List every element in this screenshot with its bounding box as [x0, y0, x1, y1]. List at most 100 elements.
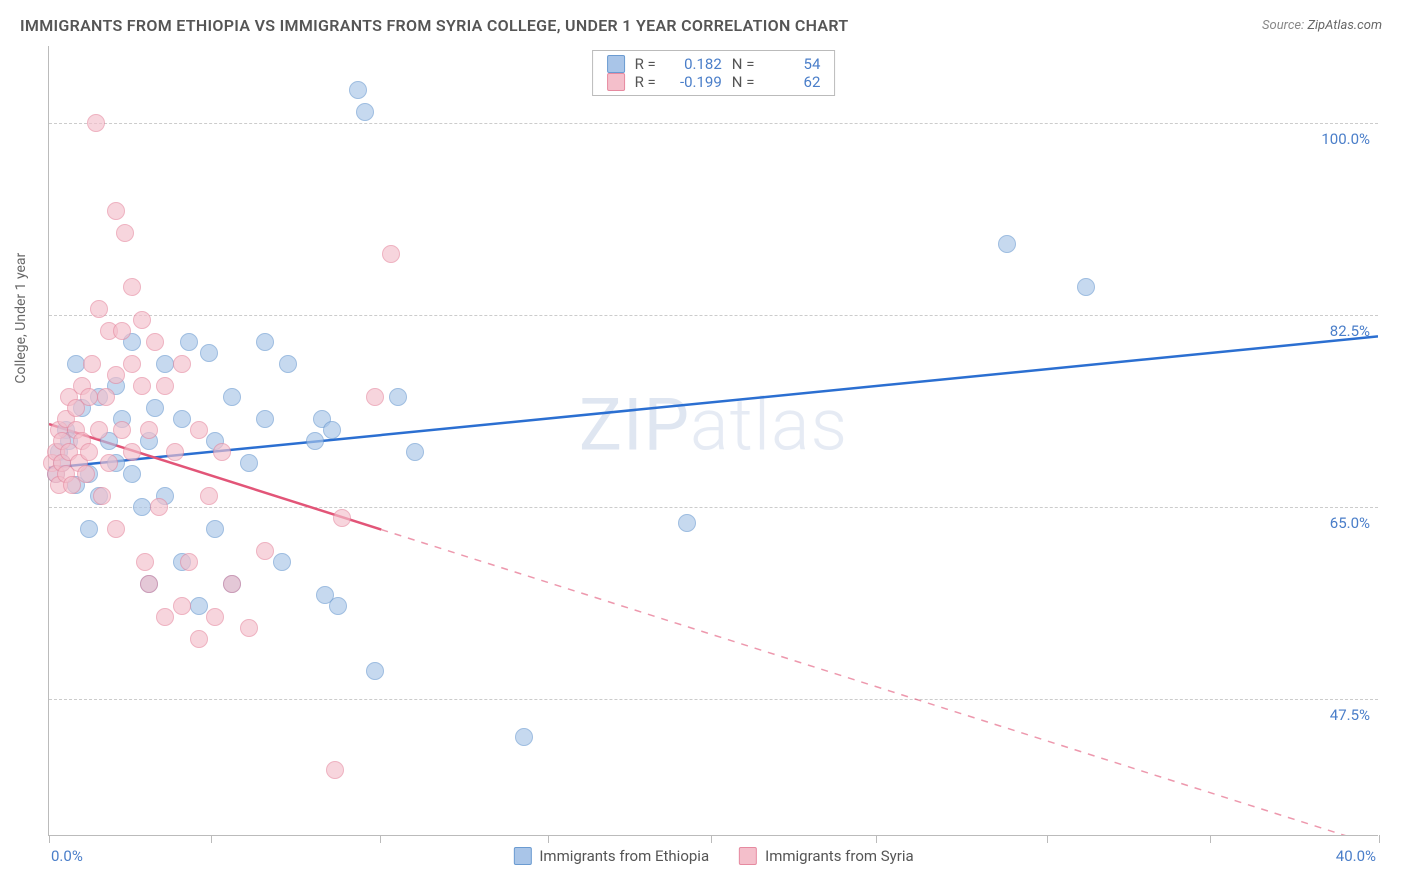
point-syria [156, 608, 174, 626]
point-syria [123, 355, 141, 373]
point-ethiopia [156, 355, 174, 373]
point-syria [133, 377, 151, 395]
y-axis-title: College, Under 1 year [13, 252, 29, 383]
gridline [49, 699, 1378, 700]
y-tick-label: 100.0% [1321, 130, 1370, 148]
point-syria [80, 443, 98, 461]
x-tick [876, 835, 877, 843]
point-syria [107, 520, 125, 538]
point-syria [156, 377, 174, 395]
point-syria [200, 487, 218, 505]
gridline [49, 507, 1378, 508]
point-ethiopia [67, 355, 85, 373]
legend-row-syria: R = -0.199 N = 62 [607, 73, 821, 91]
chart-plot-area: College, Under 1 year 47.5%65.0%82.5%100… [48, 46, 1378, 836]
source-label: Source: [1262, 18, 1304, 33]
point-syria [83, 355, 101, 373]
point-syria [80, 388, 98, 406]
point-ethiopia [366, 662, 384, 680]
point-syria [113, 322, 131, 340]
point-syria [136, 553, 154, 571]
point-syria [333, 509, 351, 527]
x-tick [1379, 835, 1380, 843]
regression-lines [49, 46, 1378, 835]
point-syria [326, 761, 344, 779]
point-ethiopia [200, 344, 218, 362]
point-ethiopia [273, 553, 291, 571]
point-syria [93, 487, 111, 505]
y-tick-label: 82.5% [1330, 322, 1370, 340]
y-tick-label: 47.5% [1330, 706, 1370, 724]
point-ethiopia [678, 514, 696, 532]
point-syria [90, 421, 108, 439]
gridline [49, 315, 1378, 316]
gridline [49, 123, 1378, 124]
watermark: ZIPatlas [579, 382, 848, 467]
point-ethiopia [80, 520, 98, 538]
swatch-syria [607, 73, 625, 91]
point-syria [90, 300, 108, 318]
point-ethiopia [323, 421, 341, 439]
point-ethiopia [190, 597, 208, 615]
point-syria [190, 630, 208, 648]
point-ethiopia [223, 388, 241, 406]
point-syria [77, 465, 95, 483]
point-syria [100, 454, 118, 472]
point-ethiopia [173, 410, 191, 428]
y-tick-label: 65.0% [1330, 514, 1370, 532]
point-syria [97, 388, 115, 406]
x-axis-label: 0.0% [51, 847, 83, 865]
swatch-ethiopia [607, 55, 625, 73]
point-syria [382, 245, 400, 263]
point-syria [173, 597, 191, 615]
point-ethiopia [1077, 278, 1095, 296]
x-axis-label: 40.0% [1336, 847, 1376, 865]
r-value-ethiopia: 0.182 [666, 55, 722, 73]
x-tick [211, 835, 212, 843]
point-syria [213, 443, 231, 461]
n-label: N = [732, 73, 755, 91]
point-syria [240, 619, 258, 637]
point-syria [150, 498, 168, 516]
point-syria [123, 443, 141, 461]
n-value-syria: 62 [764, 73, 820, 91]
point-ethiopia [515, 728, 533, 746]
point-syria [107, 202, 125, 220]
point-syria [166, 443, 184, 461]
r-label: R = [635, 73, 656, 91]
n-label: N = [732, 55, 755, 73]
legend-item-ethiopia: Immigrants from Ethiopia [513, 847, 709, 865]
point-syria [206, 608, 224, 626]
point-syria [116, 224, 134, 242]
point-ethiopia [306, 432, 324, 450]
x-tick [380, 835, 381, 843]
r-label: R = [635, 55, 656, 73]
x-tick [1210, 835, 1211, 843]
n-value-ethiopia: 54 [764, 55, 820, 73]
swatch-ethiopia [513, 847, 531, 865]
r-value-syria: -0.199 [666, 73, 722, 91]
point-syria [256, 542, 274, 560]
point-syria [146, 333, 164, 351]
point-syria [123, 278, 141, 296]
legend-label-syria: Immigrants from Syria [765, 847, 914, 865]
regression-line-dashed [381, 530, 1378, 835]
watermark-thin: atlas [690, 382, 848, 467]
point-syria [140, 421, 158, 439]
point-syria [190, 421, 208, 439]
swatch-syria [739, 847, 757, 865]
point-ethiopia [133, 498, 151, 516]
point-ethiopia [406, 443, 424, 461]
point-ethiopia [180, 333, 198, 351]
x-tick [548, 835, 549, 843]
point-syria [173, 355, 191, 373]
x-tick [49, 835, 50, 843]
point-syria [366, 388, 384, 406]
point-ethiopia [389, 388, 407, 406]
point-syria [133, 311, 151, 329]
point-ethiopia [240, 454, 258, 472]
source-value: ZipAtlas.com [1307, 18, 1382, 33]
legend-label-ethiopia: Immigrants from Ethiopia [539, 847, 709, 865]
point-ethiopia [279, 355, 297, 373]
point-ethiopia [256, 410, 274, 428]
